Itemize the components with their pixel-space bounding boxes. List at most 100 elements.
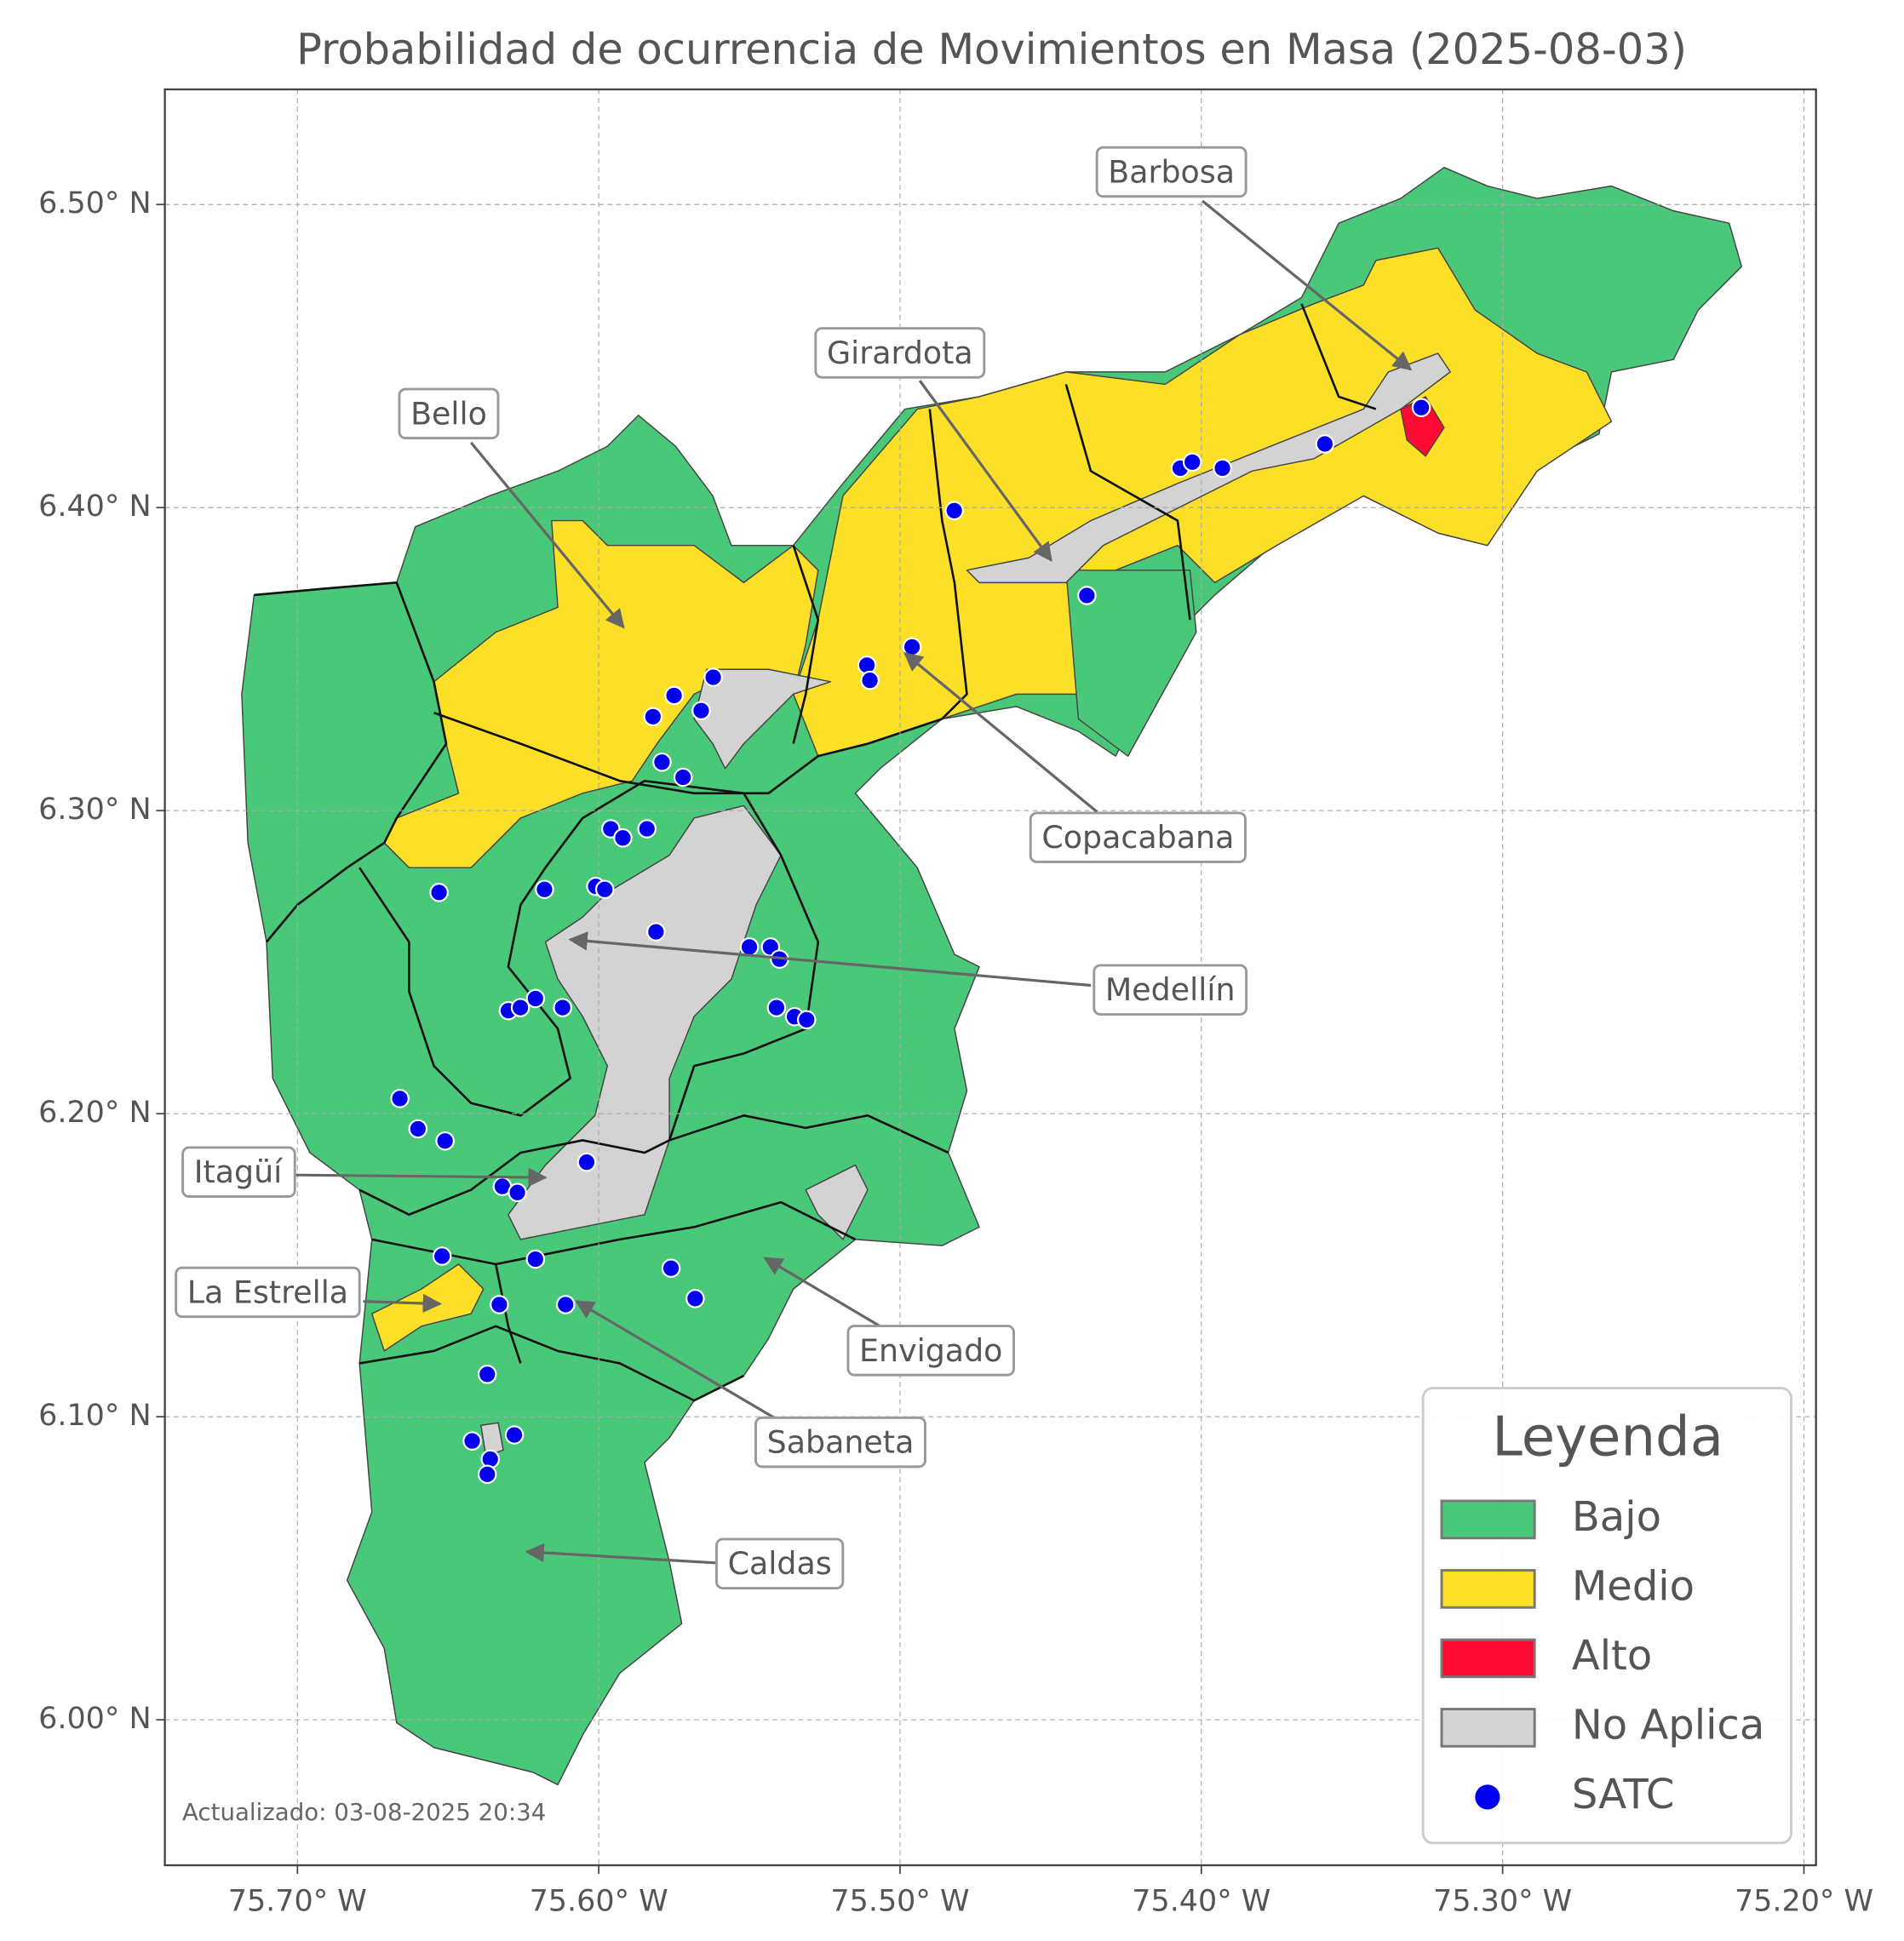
satc-point [477,1464,497,1485]
satc-point [643,707,663,727]
annotation-arrow [568,931,1092,988]
municipal-border [358,1325,745,1402]
annotation-label: Medellín [1105,971,1236,1008]
satc-point [432,1246,452,1266]
satc-point [739,937,760,957]
satc-point [462,1431,482,1451]
annotation-arrow [363,1293,443,1314]
annotation-box [398,387,500,440]
satc-point [525,988,546,1009]
legend-swatch [1440,1499,1536,1540]
municipal-border [358,817,584,1117]
annotation-label: Copacabana [1041,819,1234,856]
satc-point [594,879,615,900]
satc-point [429,883,449,902]
satc-point [613,827,633,848]
satc-point [691,701,711,721]
y-tick-label: 6.00° N [38,1702,151,1736]
annotation-arrow [292,1167,548,1188]
satc-point [703,667,723,687]
legend-label: Bajo [1572,1493,1661,1541]
annotation-label: Bello [410,395,487,432]
annotation-box [1095,146,1247,198]
satc-point [1077,586,1097,605]
satc-point [766,998,787,1017]
legend-swatch [1440,1569,1536,1609]
y-tick-label: 6.50° N [38,186,151,220]
municipal-border [433,711,943,795]
satc-point [797,1010,817,1030]
municipal-border [358,1139,670,1217]
municipal-border [1300,303,1377,410]
region [792,247,1613,757]
x-tick-label: 75.70° W [228,1885,367,1919]
satc-point [576,1152,597,1172]
footnote: Actualizado: 03-08-2025 20:34 [182,1798,546,1826]
municipal-border [582,779,949,1154]
annotation-box [1029,811,1247,863]
map-title: Probabilidad de ocurrencia de Movimiento… [296,25,1687,74]
annotation-arrow [1201,199,1413,371]
x-tick-label: 75.20° W [1735,1885,1873,1919]
annotation-box [846,1325,1016,1377]
satc-point [435,1131,455,1151]
satc-point [555,1295,576,1314]
satc-point [477,1365,497,1384]
y-tick-label: 6.40° N [38,490,151,524]
legend: Leyenda Bajo Medio Alto No Aplica SATC [1421,1387,1792,1845]
satc-point [652,752,672,772]
annotation-arrow [903,651,1098,813]
satc-point [944,501,964,521]
y-tick-label: 6.10° N [38,1399,151,1433]
region [693,668,832,770]
municipal-border [792,545,820,744]
satc-point [685,1289,705,1308]
satc-point [1182,452,1202,472]
annotation-box [175,1266,361,1319]
plot-frame [163,88,1817,1867]
annotation-label: Envigado [859,1332,1002,1369]
legend-marker [1475,1784,1500,1810]
legend-label: No Aplica [1572,1701,1764,1749]
municipal-border [495,1263,522,1364]
satc-point [1411,398,1431,418]
satc-point [1315,434,1335,454]
region [508,804,782,1240]
satc-point [525,1249,546,1269]
municipal-border [1064,384,1191,621]
regions [241,166,1743,1786]
satc-point [673,767,693,787]
legend-title: Leyenda [1492,1406,1723,1469]
satc-point [646,922,666,942]
region [1065,570,1197,757]
legend-label: SATC [1572,1771,1675,1818]
annotation-label: Girardota [827,335,973,371]
annotation-label: Caldas [728,1545,832,1582]
annotation-arrow [469,441,625,629]
satc-point [661,1258,681,1279]
annotation-arrow [763,1257,887,1331]
annotation-box [715,1537,845,1589]
annotation-box [1093,964,1248,1016]
y-tick-label: 6.30° N [38,793,151,827]
legend-label: Alto [1572,1632,1652,1680]
satc-point [535,879,554,900]
annotation-box [181,1146,296,1198]
region [480,1422,504,1457]
annotation-label: Sabaneta [767,1424,915,1461]
legend-swatch [1440,1638,1536,1679]
region [966,352,1451,584]
satc-point [553,998,572,1017]
x-tick-label: 75.60° W [530,1885,668,1919]
annotations: Barbosa Girardota Bello Copacabana Medel… [175,146,1413,1589]
annotation-arrow [574,1300,789,1427]
x-tick-label: 75.40° W [1132,1885,1270,1919]
satc-point [860,670,880,690]
annotation-label: Barbosa [1108,153,1235,190]
satc-point [637,819,657,839]
annotation-label: La Estrella [187,1274,348,1310]
satc-point [664,685,684,706]
annotation-box [814,327,986,379]
x-tick-label: 75.30° W [1433,1885,1572,1919]
